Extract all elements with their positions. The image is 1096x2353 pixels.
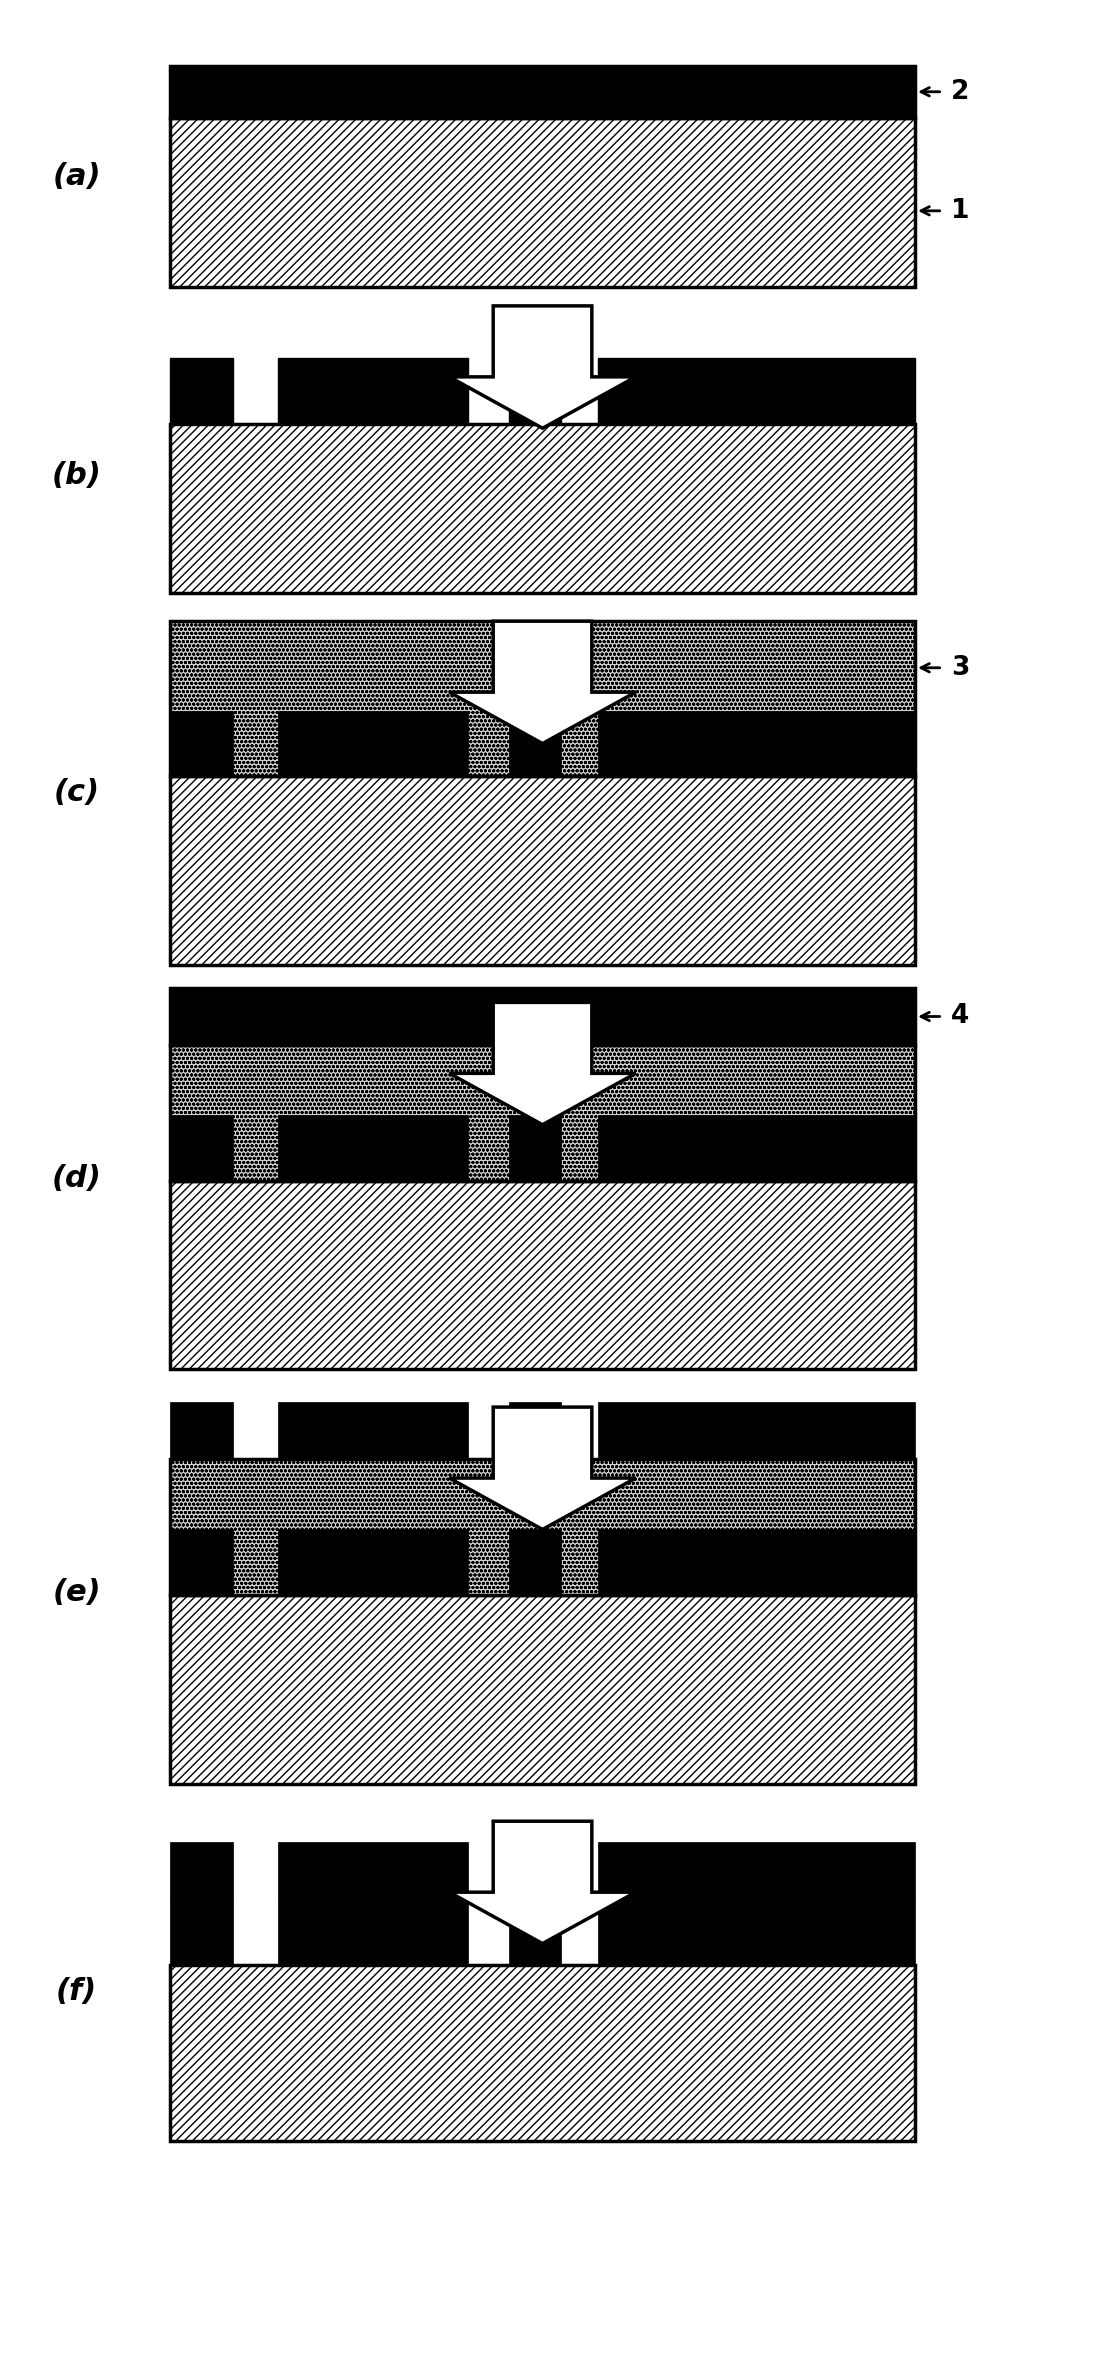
Bar — [278, 1529, 468, 1595]
Polygon shape — [449, 1002, 636, 1125]
Bar — [278, 1402, 468, 1459]
Bar — [278, 711, 468, 776]
Bar — [598, 1842, 915, 1899]
Bar — [170, 1965, 915, 2141]
Bar — [170, 711, 233, 776]
Bar — [170, 118, 915, 287]
Text: (b): (b) — [52, 461, 102, 489]
Text: 2: 2 — [951, 78, 970, 106]
Bar — [170, 1115, 233, 1181]
Text: 3: 3 — [951, 654, 970, 680]
Polygon shape — [449, 1407, 636, 1529]
Bar — [170, 988, 915, 1045]
Bar — [278, 1842, 468, 1899]
Text: (c): (c) — [54, 779, 100, 807]
Bar — [170, 1045, 915, 1181]
Bar — [278, 1899, 468, 1965]
Text: (d): (d) — [52, 1165, 102, 1193]
Bar — [170, 424, 915, 593]
Bar — [170, 1402, 233, 1459]
Bar — [598, 711, 915, 776]
Text: (a): (a) — [53, 162, 101, 191]
Text: (e): (e) — [53, 1579, 101, 1607]
Bar — [509, 1402, 561, 1459]
Bar — [509, 711, 561, 776]
Bar — [170, 776, 915, 965]
Bar — [170, 358, 233, 424]
Bar — [170, 621, 915, 776]
Bar — [278, 1115, 468, 1181]
Bar — [598, 1115, 915, 1181]
Bar — [598, 358, 915, 424]
Bar — [509, 1529, 561, 1595]
Polygon shape — [449, 306, 636, 428]
Bar — [509, 1842, 561, 1899]
Bar — [170, 1459, 915, 1595]
Polygon shape — [449, 1821, 636, 1944]
Bar — [170, 1842, 233, 1899]
Bar — [598, 1402, 915, 1459]
Bar — [170, 1529, 233, 1595]
Bar — [509, 358, 561, 424]
Bar — [170, 66, 915, 118]
Bar — [509, 1899, 561, 1965]
Polygon shape — [449, 621, 636, 744]
Bar — [170, 1595, 915, 1784]
Bar — [278, 358, 468, 424]
Text: 1: 1 — [951, 198, 970, 224]
Bar — [509, 1115, 561, 1181]
Text: 4: 4 — [951, 1002, 970, 1031]
Bar — [598, 1529, 915, 1595]
Bar — [598, 1899, 915, 1965]
Text: (f): (f) — [56, 1977, 98, 2007]
Bar — [170, 1899, 233, 1965]
Bar — [170, 1181, 915, 1369]
